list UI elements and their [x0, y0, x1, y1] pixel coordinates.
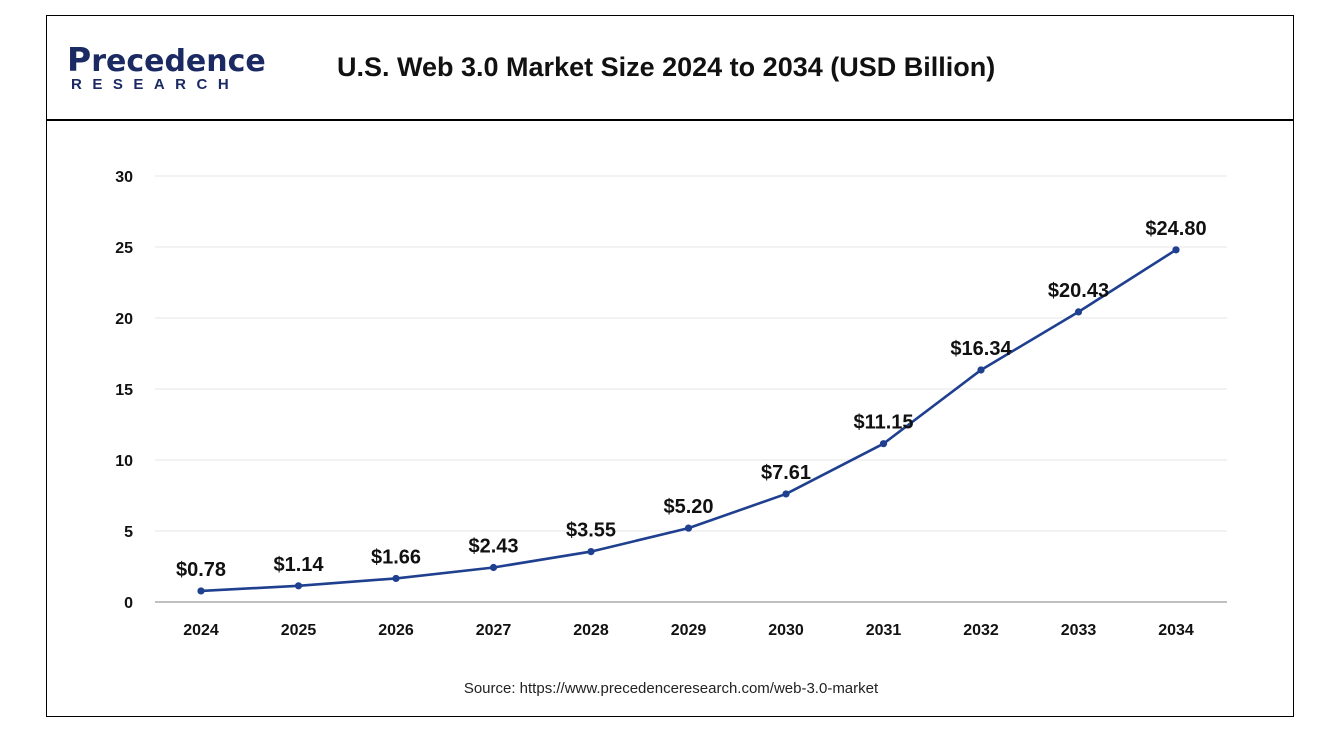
x-tick-label: 2025 — [281, 622, 317, 639]
x-tick-label: 2032 — [963, 622, 999, 639]
x-tick-label: 2031 — [866, 622, 902, 639]
data-label: $1.66 — [371, 546, 421, 568]
logo-wordmark-rest: recedence — [91, 44, 266, 79]
y-tick-label: 5 — [124, 524, 133, 541]
data-point — [587, 547, 595, 556]
chart-frame: Precedence RESEARCH U.S. Web 3.0 Market … — [46, 15, 1294, 717]
x-tick-label: 2034 — [1158, 622, 1194, 639]
y-tick-label: 25 — [115, 240, 133, 257]
y-tick-label: 30 — [115, 169, 133, 186]
source-note: Source: https://www.precedenceresearch.c… — [463, 680, 879, 697]
y-tick-label: 10 — [115, 453, 133, 470]
data-point — [977, 366, 985, 374]
x-tick-label: 2030 — [768, 622, 804, 639]
data-label: $0.78 — [176, 559, 226, 581]
y-tick-label: 20 — [115, 311, 133, 328]
x-tick-label: 2024 — [183, 622, 219, 639]
data-label: $1.14 — [273, 554, 324, 576]
data-label: $20.43 — [1048, 280, 1109, 302]
logo-wordmark: Precedence — [67, 43, 266, 79]
x-tick-label: 2028 — [573, 622, 609, 639]
data-label: $24.80 — [1145, 218, 1206, 240]
chart-title: U.S. Web 3.0 Market Size 2024 to 2034 (U… — [337, 52, 996, 82]
chart-header: Precedence RESEARCH U.S. Web 3.0 Market … — [47, 16, 1293, 121]
precedence-research-logo: Precedence RESEARCH — [67, 43, 266, 98]
data-point — [1172, 246, 1180, 254]
data-label: $3.55 — [566, 520, 616, 542]
data-point — [684, 524, 693, 532]
data-label: $16.34 — [950, 338, 1012, 360]
data-point — [197, 587, 205, 595]
data-point — [782, 490, 790, 498]
x-tick-label: 2029 — [671, 622, 707, 639]
data-point — [294, 582, 303, 590]
data-label: $11.15 — [853, 412, 913, 434]
data-label: $5.20 — [663, 496, 713, 518]
data-point — [489, 563, 498, 572]
data-point — [879, 440, 888, 448]
data-label: $2.43 — [468, 535, 518, 557]
y-tick-label: 15 — [115, 382, 133, 399]
data-label: $7.61 — [761, 462, 811, 484]
data-point — [392, 574, 400, 583]
x-tick-label: 2033 — [1061, 622, 1097, 639]
logo-subtitle: RESEARCH — [71, 76, 240, 93]
logo-p-letter: P — [67, 40, 92, 79]
x-tick-label: 2027 — [476, 622, 512, 639]
y-tick-label: 0 — [124, 595, 133, 612]
data-point — [1074, 308, 1083, 316]
series-line — [199, 248, 1178, 593]
x-tick-label: 2026 — [378, 622, 414, 639]
